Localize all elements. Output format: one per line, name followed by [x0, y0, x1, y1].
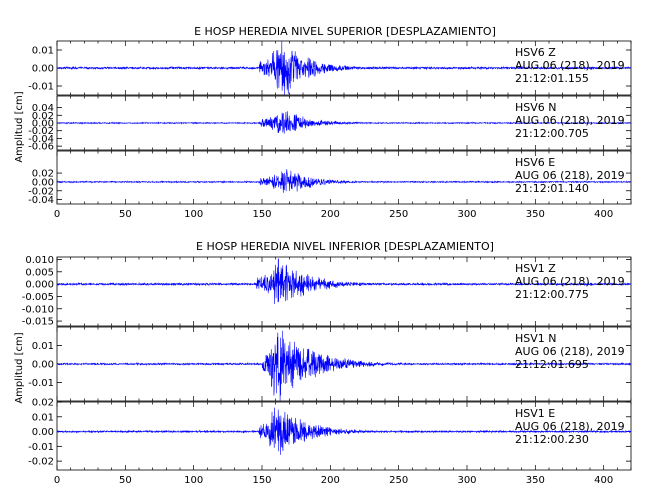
y-tick-label: 0.02	[32, 111, 54, 122]
x-tick-label: 100	[184, 209, 203, 220]
chart-title: E HOSP HEREDIA NIVEL SUPERIOR [DESPLAZAM…	[194, 25, 496, 38]
trace-annotation: HSV6 Z	[515, 46, 556, 59]
x-tick-label: 0	[54, 209, 60, 220]
waveform-n	[56, 330, 632, 401]
y-tick-label: -0.02	[28, 457, 54, 468]
trace-annotation: 21:12:01.695	[515, 358, 589, 371]
trace-annotation: AUG 06 (218), 2019	[515, 345, 625, 358]
y-tick-label: 0.00	[32, 427, 54, 438]
y-tick-label: 0.00	[32, 64, 54, 75]
x-tick-label: 150	[252, 475, 271, 486]
y-tick-label: 0.00	[32, 360, 54, 371]
trace-annotation: HSV1 Z	[515, 262, 556, 275]
trace-annotation: 21:12:01.155	[515, 72, 589, 85]
waveform-e	[56, 407, 632, 455]
y-tick-label: -0.01	[28, 378, 54, 389]
x-tick-label: 300	[457, 209, 476, 220]
x-tick-label: 350	[526, 475, 545, 486]
x-tick-label: 250	[389, 209, 408, 220]
chart-superior: E HOSP HEREDIA NIVEL SUPERIOR [DESPLAZAM…	[14, 25, 632, 220]
trace-annotation: HSV6 N	[515, 101, 557, 114]
y-tick-label: 0.02	[32, 398, 54, 409]
trace-annotation: HSV6 E	[515, 156, 555, 169]
x-tick-label: 50	[119, 209, 132, 220]
y-tick-label: 0.010	[25, 255, 54, 266]
trace-annotation: 21:12:01.140	[515, 182, 589, 195]
chart-inferior: E HOSP HEREDIA NIVEL INFERIOR [DESPLAZAM…	[14, 240, 632, 486]
x-tick-label: 200	[321, 209, 340, 220]
trace-annotation: AUG 06 (218), 2019	[515, 59, 625, 72]
x-tick-label: 50	[119, 475, 132, 486]
y-tick-label: -0.005	[22, 292, 54, 303]
waveform-z	[56, 258, 632, 305]
x-tick-label: 0	[54, 475, 60, 486]
y-tick-label: 0.00	[32, 119, 54, 130]
y-tick-label: 0.00	[32, 177, 54, 188]
y-tick-label: 0.02	[32, 169, 54, 180]
y-tick-label: -0.010	[22, 304, 54, 315]
x-tick-label: 150	[252, 209, 271, 220]
waveform-n	[56, 111, 632, 134]
y-tick-label: -0.04	[28, 195, 54, 206]
trace-annotation: 21:12:00.230	[515, 433, 589, 446]
x-tick-label: 400	[594, 475, 613, 486]
y-tick-label: -0.015	[22, 317, 54, 328]
chart-title: E HOSP HEREDIA NIVEL INFERIOR [DESPLAZAM…	[196, 240, 494, 253]
y-tick-label: 0.000	[25, 280, 54, 291]
waveform-z	[56, 40, 631, 95]
trace-annotation: HSV1 N	[515, 332, 557, 345]
trace-annotation: HSV1 E	[515, 407, 555, 420]
y-axis-label: Amplitud [cm]	[14, 332, 25, 403]
x-tick-label: 300	[457, 475, 476, 486]
y-tick-label: 0.01	[32, 412, 54, 423]
y-tick-label: 0.005	[25, 267, 54, 278]
x-tick-label: 250	[389, 475, 408, 486]
trace-annotation: AUG 06 (218), 2019	[515, 420, 625, 433]
x-tick-label: 200	[321, 475, 340, 486]
y-tick-label: -0.01	[28, 82, 54, 93]
y-tick-label: -0.02	[28, 126, 54, 137]
x-tick-label: 350	[526, 209, 545, 220]
y-tick-label: -0.04	[28, 134, 54, 145]
y-tick-label: -0.01	[28, 442, 54, 453]
y-tick-label: 0.04	[32, 103, 54, 114]
waveform-e	[56, 169, 632, 193]
x-tick-label: 100	[184, 475, 203, 486]
trace-annotation: AUG 06 (218), 2019	[515, 114, 625, 127]
trace-annotation: 21:12:00.705	[515, 127, 589, 140]
y-tick-label: 0.01	[32, 46, 54, 57]
y-axis-label: Amplitud [cm]	[14, 91, 25, 162]
trace-annotation: AUG 06 (218), 2019	[515, 169, 625, 182]
y-tick-label: -0.02	[28, 186, 54, 197]
y-tick-label: 0.01	[32, 341, 54, 352]
y-tick-label: -0.06	[28, 142, 54, 153]
trace-annotation: 21:12:00.775	[515, 288, 589, 301]
trace-annotation: AUG 06 (218), 2019	[515, 275, 625, 288]
x-tick-label: 400	[594, 209, 613, 220]
